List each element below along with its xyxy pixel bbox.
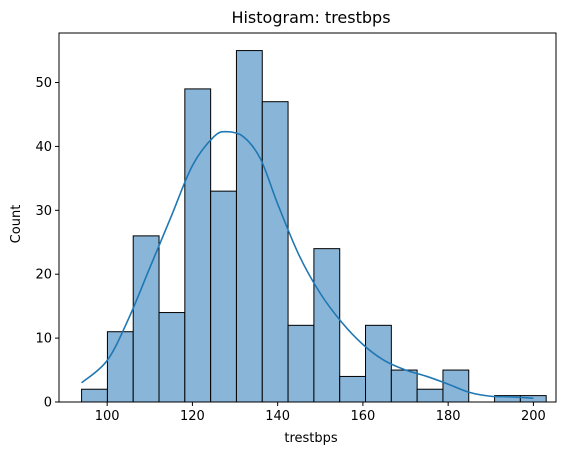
histogram-bar — [236, 51, 262, 402]
x-axis-ticks: 100 120 140 160 180 200 — [95, 402, 546, 424]
x-tick-label: 100 — [95, 409, 120, 424]
histogram-bar — [391, 370, 417, 402]
histogram-bar — [340, 376, 366, 402]
y-tick-label: 40 — [35, 140, 52, 155]
x-tick-label: 160 — [350, 409, 375, 424]
x-tick-label: 140 — [265, 409, 290, 424]
x-tick-label: 120 — [180, 409, 205, 424]
histogram-bar — [262, 102, 288, 402]
histogram-bar — [288, 325, 314, 402]
y-tick-label: 20 — [35, 268, 52, 283]
y-tick-label: 0 — [44, 396, 52, 411]
histogram-bar — [82, 389, 108, 402]
histogram-bar — [159, 313, 185, 402]
histogram-bar — [107, 332, 133, 402]
y-axis-label: Count — [9, 205, 24, 244]
histogram-bar — [366, 325, 392, 402]
histogram-bar — [314, 249, 340, 402]
x-tick-label: 180 — [436, 409, 461, 424]
y-tick-label: 10 — [35, 332, 52, 347]
histogram-bar — [443, 370, 469, 402]
histogram-bar — [185, 89, 211, 402]
histogram-bar — [211, 191, 237, 402]
histogram-bar — [417, 389, 443, 402]
x-axis-label: trestbps — [284, 431, 338, 446]
chart-title: Histogram: trestbps — [231, 8, 390, 27]
x-tick-label: 200 — [521, 409, 546, 424]
histogram-bar — [133, 236, 159, 402]
bars-layer — [82, 51, 547, 402]
y-tick-label: 50 — [35, 76, 52, 91]
y-tick-label: 30 — [35, 204, 52, 219]
y-axis-ticks: 0 10 20 30 40 50 — [35, 76, 59, 410]
